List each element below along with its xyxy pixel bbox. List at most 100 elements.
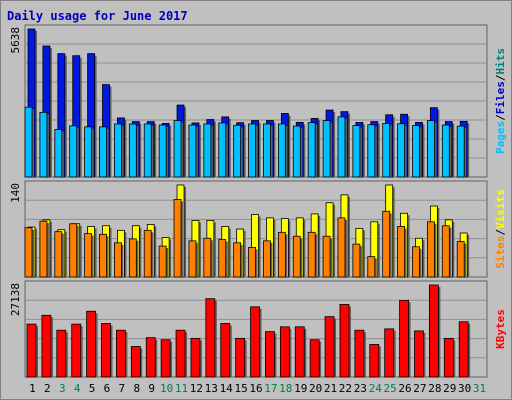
bar-files <box>456 125 465 178</box>
bar-files <box>263 123 271 178</box>
x-tick-label: 29 <box>443 382 456 395</box>
x-tick-label: 2 <box>44 382 51 395</box>
bar-sites <box>218 239 227 278</box>
bar-kbytes <box>458 321 469 378</box>
bar-sites <box>307 231 316 278</box>
x-tick-label: 5 <box>89 382 96 395</box>
legend-entry: Pages <box>494 121 507 154</box>
panel-visits-sites-bars <box>24 184 470 278</box>
bar-files <box>412 125 420 178</box>
bar-sites <box>114 242 122 278</box>
bar-files <box>39 112 48 178</box>
bar-kbytes <box>399 299 409 378</box>
bar-files <box>128 123 137 178</box>
bar-kbytes <box>443 337 454 378</box>
bar-files <box>218 122 227 178</box>
bar-sites <box>173 199 182 278</box>
bar-sites <box>292 235 301 278</box>
legend-entry: Files <box>494 81 507 114</box>
x-tick-label: 6 <box>104 382 111 395</box>
x-tick-label: 18 <box>279 382 292 395</box>
panel-kbytes-axis-max-label: 27138 <box>9 283 22 316</box>
bar-files <box>337 116 346 178</box>
bar-sites <box>322 235 331 278</box>
x-tick-label: 25 <box>384 382 397 395</box>
bar-kbytes <box>294 326 305 378</box>
bar-kbytes <box>428 284 439 378</box>
x-axis-labels: 1 2 3 4 5 6 7 8 9 10 11 12 13 14 15 16 17 18 19 20 21 22 23 24 2… <box>29 382 486 395</box>
bar-kbytes <box>71 323 82 378</box>
bar-sites <box>367 256 376 278</box>
x-tick-label: 16 <box>249 382 262 395</box>
bar-kbytes <box>279 326 290 378</box>
bar-files <box>84 126 93 178</box>
bar-files <box>426 120 435 178</box>
panel-hits-files-bars <box>24 28 470 178</box>
x-tick-label: 11 <box>175 382 188 395</box>
bar-kbytes <box>130 346 141 378</box>
panel-visits-sites-legend: Sites/Visits <box>494 189 507 269</box>
bar-kbytes <box>354 329 365 378</box>
bar-kbytes <box>324 316 335 378</box>
bar-sites <box>456 241 465 278</box>
bar-files <box>24 106 33 178</box>
bar-files <box>54 129 63 178</box>
bar-sites <box>188 240 197 278</box>
bar-kbytes <box>309 339 320 378</box>
legend-entry: / <box>494 114 507 121</box>
bar-sites <box>84 233 93 278</box>
bar-files <box>441 124 450 178</box>
x-tick-label: 23 <box>354 382 367 395</box>
legend-entry: Visits <box>494 189 507 229</box>
panel-hits-files-legend: Pages/Files/Hits <box>494 48 507 154</box>
bar-files <box>114 123 122 178</box>
bar-kbytes <box>41 314 52 378</box>
panel-visits-sites-axis-max-label: 140 <box>9 183 22 203</box>
bar-kbytes <box>56 329 67 378</box>
x-tick-label: 19 <box>294 382 307 395</box>
bar-sites <box>277 231 286 278</box>
chart-title: Daily usage for June 2017 <box>7 9 188 23</box>
panel-visits-sites: 140 Sites/Visits <box>9 180 507 278</box>
x-tick-label: 31 <box>473 382 486 395</box>
bar-files <box>397 123 405 178</box>
bar-kbytes <box>145 337 156 378</box>
bar-kbytes <box>369 344 380 378</box>
x-tick-label: 14 <box>220 382 234 395</box>
x-tick-label: 12 <box>190 382 203 395</box>
bar-kbytes <box>250 306 260 378</box>
bar-kbytes <box>220 323 231 378</box>
x-tick-label: 21 <box>324 382 337 395</box>
bar-files <box>173 120 182 178</box>
bar-kbytes <box>86 310 97 378</box>
x-tick-label: 3 <box>59 382 66 395</box>
bar-sites <box>426 221 435 278</box>
bar-kbytes <box>160 339 171 378</box>
x-tick-label: 9 <box>148 382 155 395</box>
bar-kbytes <box>414 330 424 378</box>
legend-entry: Hits <box>494 48 507 75</box>
x-tick-label: 27 <box>413 382 426 395</box>
legend-entry: Sites <box>494 236 507 269</box>
bar-files <box>352 125 361 178</box>
x-tick-label: 7 <box>119 382 126 395</box>
bar-kbytes <box>26 323 37 378</box>
legend-entry: / <box>494 74 507 81</box>
bar-files <box>203 123 212 178</box>
bar-sites <box>128 238 137 278</box>
bar-kbytes <box>190 337 201 378</box>
bar-sites <box>441 225 450 278</box>
bar-files <box>277 123 286 178</box>
bar-kbytes <box>265 331 275 378</box>
bar-kbytes <box>235 337 246 378</box>
bar-files <box>158 124 167 178</box>
bar-kbytes <box>116 329 126 378</box>
x-tick-label: 8 <box>133 382 140 395</box>
bar-kbytes <box>205 298 216 378</box>
bar-files <box>367 124 376 178</box>
bar-files <box>233 124 242 178</box>
bar-sites <box>99 233 107 278</box>
